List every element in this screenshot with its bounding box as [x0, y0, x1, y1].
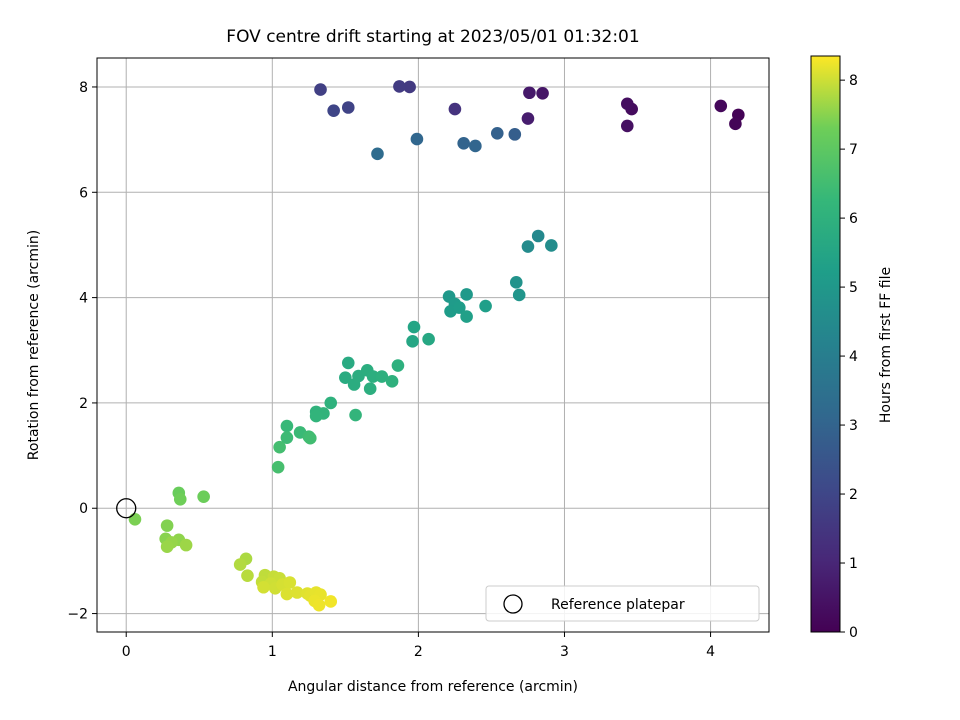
colorbar-tick-label: 0	[849, 625, 858, 641]
reference-point-group	[116, 498, 137, 519]
data-point	[233, 558, 247, 571]
data-point	[391, 359, 405, 372]
data-point	[545, 239, 558, 252]
data-point	[521, 240, 535, 253]
y-tick-label: 8	[79, 80, 88, 96]
data-point	[714, 99, 728, 113]
data-point	[271, 460, 285, 474]
scatter-points	[128, 80, 745, 612]
data-point	[160, 519, 174, 532]
data-point	[160, 540, 174, 553]
colorbar-tick-label: 2	[849, 487, 858, 503]
x-axis-label: Angular distance from reference (arcmin)	[288, 679, 578, 695]
x-tick-label: 1	[268, 644, 277, 660]
data-point	[327, 104, 340, 117]
data-point	[197, 490, 210, 503]
colorbar-tick-label: 5	[849, 280, 858, 296]
colorbar-tick-label: 1	[849, 556, 858, 572]
data-point	[620, 97, 634, 111]
data-point	[280, 431, 294, 444]
data-point	[366, 370, 380, 383]
data-point	[512, 288, 526, 302]
data-point	[179, 538, 193, 552]
data-point	[341, 356, 355, 370]
y-axis-ticks: −2 0 2 4 6 8	[67, 80, 97, 623]
data-point	[314, 83, 327, 96]
data-point	[460, 288, 473, 301]
x-tick-label: 4	[706, 644, 715, 660]
data-point	[523, 86, 536, 100]
data-point	[385, 375, 399, 388]
colorbar: 0 1 2 3 4 5 6 7 8 Hours from first FF file	[810, 55, 894, 641]
data-point	[393, 80, 406, 93]
colorbar-tick-label: 4	[849, 349, 858, 365]
colorbar-tick-label: 6	[849, 211, 858, 227]
data-point	[620, 119, 634, 133]
y-tick-label: 0	[79, 501, 88, 517]
legend-label: Reference platepar	[551, 597, 685, 613]
data-point	[280, 419, 294, 433]
data-point	[324, 595, 338, 608]
data-point	[312, 598, 326, 612]
legend-marker-open-circle	[503, 594, 523, 614]
grid-lines	[97, 58, 769, 632]
legend: Reference platepar	[485, 585, 760, 622]
data-point	[241, 569, 254, 582]
data-point	[531, 229, 545, 243]
data-point	[280, 587, 294, 601]
x-tick-label: 0	[122, 644, 131, 660]
data-point	[349, 408, 362, 422]
data-point	[509, 276, 523, 289]
data-point	[403, 80, 416, 94]
data-point	[536, 86, 549, 100]
data-point	[448, 102, 462, 116]
data-point	[173, 492, 187, 506]
x-axis-ticks: 0 1 2 3 4	[122, 632, 715, 660]
data-point	[324, 396, 338, 410]
data-point	[457, 137, 470, 150]
plot-frame	[96, 57, 770, 633]
colorbar-ticks: 0 1 2 3 4 5 6 7 8	[840, 73, 858, 641]
data-point	[469, 139, 482, 153]
data-point	[341, 101, 355, 114]
data-point	[257, 580, 270, 594]
data-point	[479, 299, 492, 313]
data-point	[521, 112, 535, 125]
data-point	[273, 440, 286, 454]
data-point	[371, 147, 384, 161]
x-tick-label: 2	[414, 644, 423, 660]
colorbar-tick-label: 7	[849, 142, 858, 158]
colorbar-label: Hours from first FF file	[878, 267, 894, 423]
data-point	[452, 301, 466, 314]
colorbar-tick-label: 8	[849, 73, 858, 89]
y-axis-label: Rotation from reference (arcmin)	[26, 230, 42, 460]
chart-title: FOV centre drift starting at 2023/05/01 …	[226, 27, 639, 47]
y-tick-label: 4	[79, 291, 88, 307]
data-point	[729, 117, 742, 131]
data-point	[422, 332, 435, 346]
data-point	[128, 513, 142, 526]
data-point	[375, 370, 389, 383]
data-point	[407, 320, 421, 334]
y-tick-label: 2	[79, 396, 88, 412]
data-point	[508, 128, 522, 141]
y-tick-label: −2	[67, 607, 88, 623]
reference-platepar-marker	[116, 498, 137, 519]
data-point	[290, 586, 304, 599]
data-point	[309, 409, 323, 423]
colorbar-tick-label: 3	[849, 418, 858, 434]
colorbar-gradient	[810, 55, 841, 633]
data-point	[339, 371, 352, 384]
y-tick-label: 6	[79, 185, 88, 201]
data-point	[490, 127, 504, 140]
data-point	[410, 132, 424, 146]
x-tick-label: 3	[560, 644, 569, 660]
data-point	[460, 310, 473, 323]
data-point	[283, 576, 297, 589]
legend-box	[485, 585, 760, 622]
data-point	[363, 382, 377, 396]
data-point	[303, 431, 317, 445]
data-point	[406, 335, 419, 348]
